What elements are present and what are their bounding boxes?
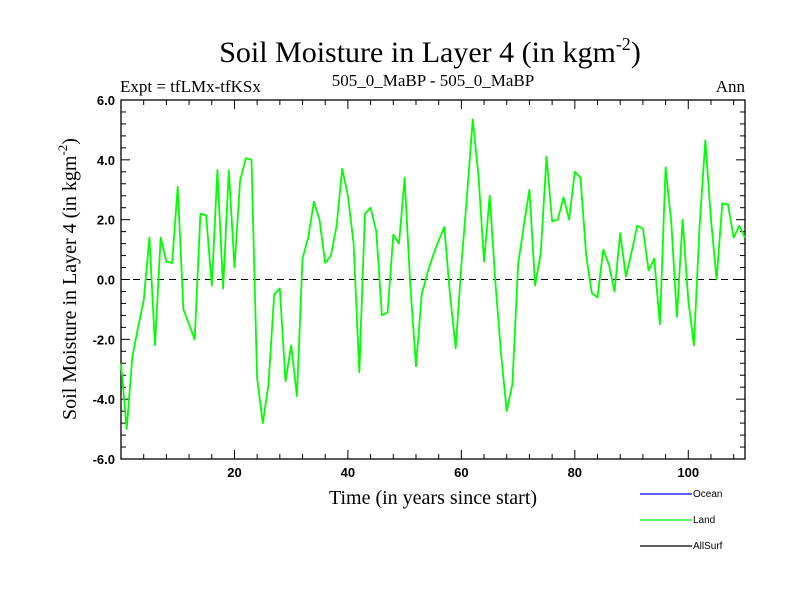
legend-label-allsurf: AllSurf: [693, 541, 723, 552]
y-tick-label: 0.0: [97, 273, 115, 288]
legend-label-ocean: Ocean: [693, 489, 722, 500]
chart-title: Soil Moisture in Layer 4 (in kgm-2): [219, 34, 641, 69]
plot-area: -6.0 -4.0 -2.0 0.0 2.0 4.0 6.0 20 40 60 80 100: [93, 93, 746, 480]
subtitle-center: 505_0_MaBP - 505_0_MaBP: [332, 71, 534, 90]
y-tick-label: 4.0: [97, 153, 115, 168]
subtitle-right: Ann: [716, 77, 746, 96]
legend: Ocean Land AllSurf: [640, 489, 723, 552]
x-tick-label: 100: [677, 465, 699, 480]
subtitle-left: Expt = tfLMx-tfKSx: [120, 77, 261, 96]
y-tick-label: -6.0: [93, 452, 115, 467]
y-tick-label: -2.0: [93, 332, 115, 347]
y-tick-label: -4.0: [93, 392, 115, 407]
y-axis-label: Soil Moisture in Layer 4 (in kgm-2): [55, 138, 81, 420]
y-tick-label: 6.0: [97, 93, 115, 108]
x-tick-label: 60: [454, 465, 468, 480]
series-line-land: [120, 118, 746, 431]
x-tick-label: 80: [568, 465, 582, 480]
x-tick-label: 20: [227, 465, 241, 480]
x-tick-label: 40: [341, 465, 355, 480]
y-tick-label: 2.0: [97, 213, 115, 228]
legend-label-land: Land: [693, 515, 715, 526]
x-axis-label: Time (in years since start): [329, 487, 537, 509]
